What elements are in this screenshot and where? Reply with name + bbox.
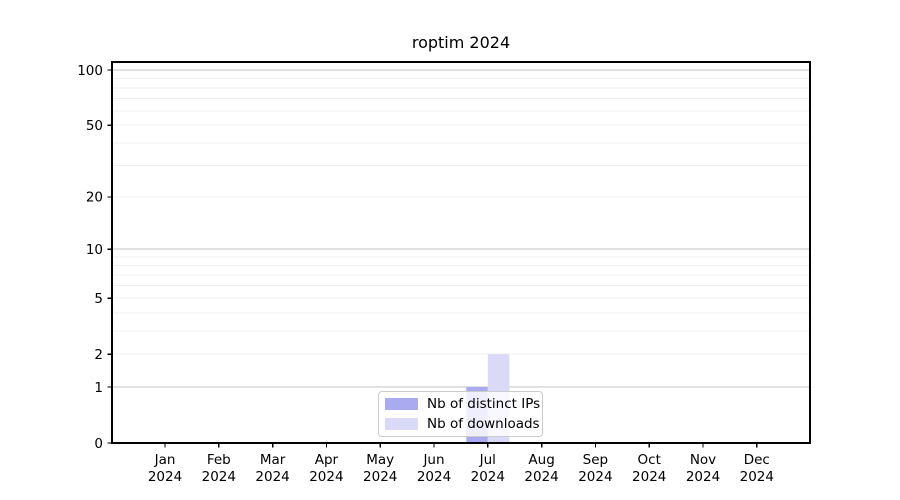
x-tick-label-month: Aug [528,452,554,468]
x-tick-label-year: 2024 [524,469,558,485]
y-tick-label: 1 [94,380,103,396]
y-tick-label: 20 [86,190,103,206]
x-tick-label-year: 2024 [363,469,397,485]
legend-swatch-distinct-ips [385,398,418,410]
x-tick-label-month: Jul [479,452,496,468]
chart-title: roptim 2024 [411,33,511,52]
x-tick-label-year: 2024 [740,469,774,485]
x-tick-label-year: 2024 [255,469,289,485]
legend-label-distinct-ips: Nb of distinct IPs [427,396,541,412]
legend-swatch-downloads [385,418,418,430]
legend-item-distinct-ips: Nb of distinct IPs [385,396,540,413]
legend-label-downloads: Nb of downloads [427,416,540,432]
x-tick-label-year: 2024 [578,469,612,485]
y-tick-label: 100 [77,63,103,79]
x-tick-label-month: Jan [154,452,176,468]
x-tick-label-year: 2024 [686,469,720,485]
y-tick-label: 0 [94,436,103,452]
y-tick-label: 10 [86,242,103,258]
x-tick-label-month: Dec [744,452,770,468]
x-tick-label-year: 2024 [471,469,505,485]
y-tick-label: 2 [94,347,103,363]
x-tick-label-month: May [366,452,394,468]
y-tick-label: 50 [86,118,103,134]
x-tick-label-year: 2024 [417,469,451,485]
x-tick-label-year: 2024 [632,469,666,485]
x-tick-label-month: Mar [260,452,286,468]
legend-item-downloads: Nb of downloads [385,416,540,433]
legend: Nb of distinct IPs Nb of downloads [378,391,543,437]
x-tick-label-month: Apr [315,452,339,468]
x-tick-label-year: 2024 [309,469,343,485]
x-tick-label-month: Nov [690,452,716,468]
x-tick-label-year: 2024 [202,469,236,485]
y-tick-label: 5 [94,291,103,307]
x-tick-label-month: Sep [583,452,608,468]
x-tick-label-year: 2024 [148,469,182,485]
x-tick-label-month: Feb [207,452,231,468]
x-tick-label-month: Oct [638,452,661,468]
plot-frame [111,61,811,444]
x-tick-label-month: Jun [422,452,444,468]
